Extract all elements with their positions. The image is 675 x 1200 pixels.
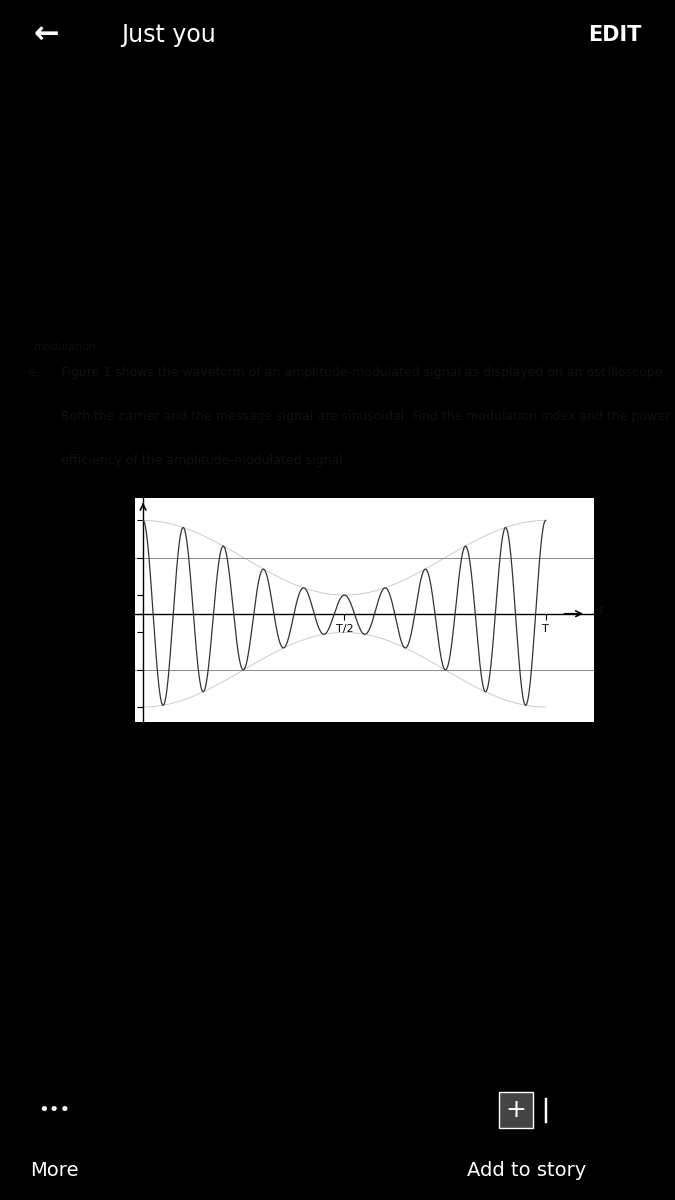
Text: t: t xyxy=(598,605,603,618)
Text: More: More xyxy=(30,1160,78,1180)
Text: Both the carrier and the message signal are sinusoidal. Find the modulation inde: Both the carrier and the message signal … xyxy=(61,410,670,422)
Text: efficiency of the amplitude-modulated signal.: efficiency of the amplitude-modulated si… xyxy=(61,454,346,467)
Text: ←: ← xyxy=(34,20,59,49)
Text: modulation.: modulation. xyxy=(34,342,101,352)
Text: ▏: ▏ xyxy=(544,1097,563,1123)
Text: +: + xyxy=(506,1098,526,1122)
Text: Just you: Just you xyxy=(122,23,216,47)
Text: Figure 1 shows the waveform of an amplitude-modulated signal as displayed on an : Figure 1 shows the waveform of an amplit… xyxy=(61,366,666,379)
Text: EDIT: EDIT xyxy=(588,25,641,44)
Text: e.: e. xyxy=(27,366,38,379)
Text: Add to story: Add to story xyxy=(467,1160,586,1180)
Text: •••: ••• xyxy=(38,1102,70,1118)
